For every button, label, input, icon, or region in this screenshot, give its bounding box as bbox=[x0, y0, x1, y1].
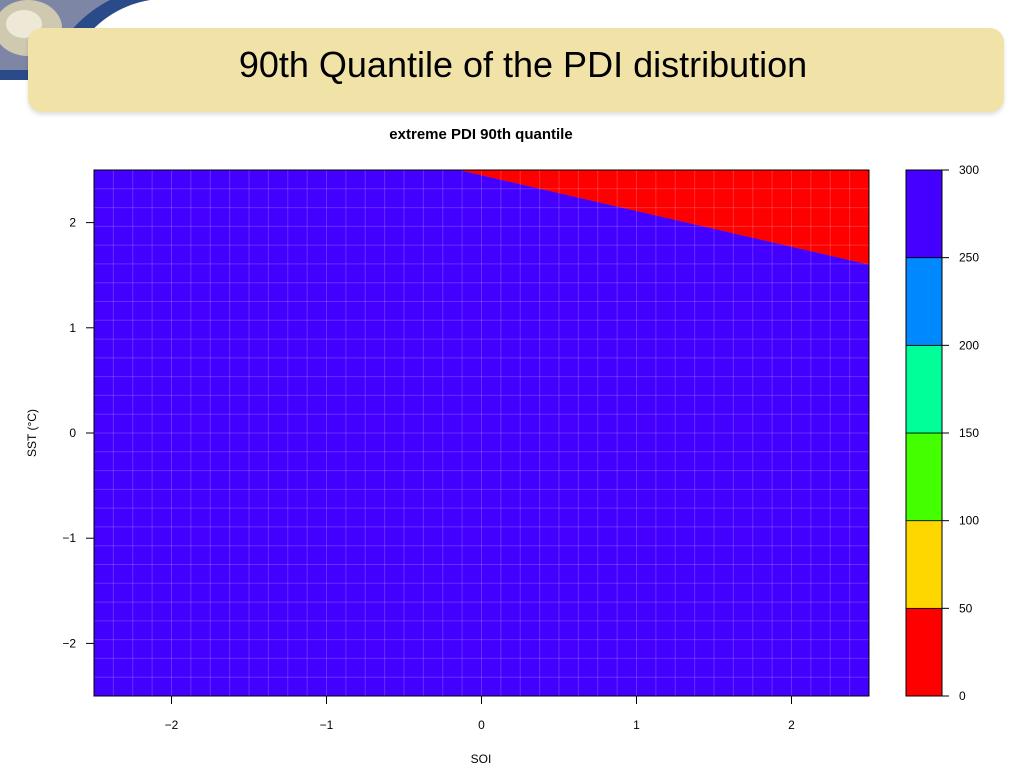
colorbar-label: 100 bbox=[959, 514, 979, 528]
colorbar-swatch-250 bbox=[905, 169, 943, 259]
colorbar-label: 250 bbox=[959, 251, 979, 265]
title-band bbox=[28, 28, 1004, 112]
colorbar-swatch-50 bbox=[905, 520, 943, 609]
colorbar-swatch-0 bbox=[905, 607, 943, 697]
colorbar-label: 0 bbox=[959, 689, 966, 703]
x-axis-label: SOI bbox=[471, 752, 492, 766]
y-axis: −2 −1 0 1 2 bbox=[62, 216, 94, 650]
colorbar-label: 50 bbox=[959, 601, 973, 615]
contour-regions bbox=[94, 170, 869, 696]
x-tick-label: 0 bbox=[478, 718, 485, 732]
gridlines bbox=[94, 170, 869, 696]
colorbar-swatch-200 bbox=[905, 257, 943, 346]
chart-title: extreme PDI 90th quantile bbox=[389, 126, 572, 143]
y-tick-label: 1 bbox=[69, 321, 76, 335]
contour-band-250-300 bbox=[94, 170, 869, 696]
colorbar: 0 50 100 150 200 250 300 bbox=[905, 163, 979, 703]
x-axis: −2 −1 0 1 2 bbox=[165, 696, 795, 732]
colorbar-label: 300 bbox=[959, 163, 979, 177]
y-tick-label: −2 bbox=[62, 636, 76, 650]
colorbar-swatch-100 bbox=[905, 432, 943, 522]
colorbar-label: 150 bbox=[959, 426, 979, 440]
slide-title: 90th Quantile of the PDI distribution bbox=[238, 44, 808, 85]
x-tick-label: −1 bbox=[320, 718, 334, 732]
x-tick-label: 2 bbox=[788, 718, 795, 732]
x-tick-label: −2 bbox=[165, 718, 179, 732]
y-axis-label: SST (°C) bbox=[25, 409, 39, 457]
colorbar-swatch-150 bbox=[905, 344, 943, 434]
y-tick-label: −1 bbox=[62, 531, 76, 545]
colorbar-label: 200 bbox=[959, 338, 979, 352]
x-tick-label: 1 bbox=[633, 718, 640, 732]
y-tick-label: 2 bbox=[69, 216, 76, 230]
y-tick-label: 0 bbox=[69, 426, 76, 440]
